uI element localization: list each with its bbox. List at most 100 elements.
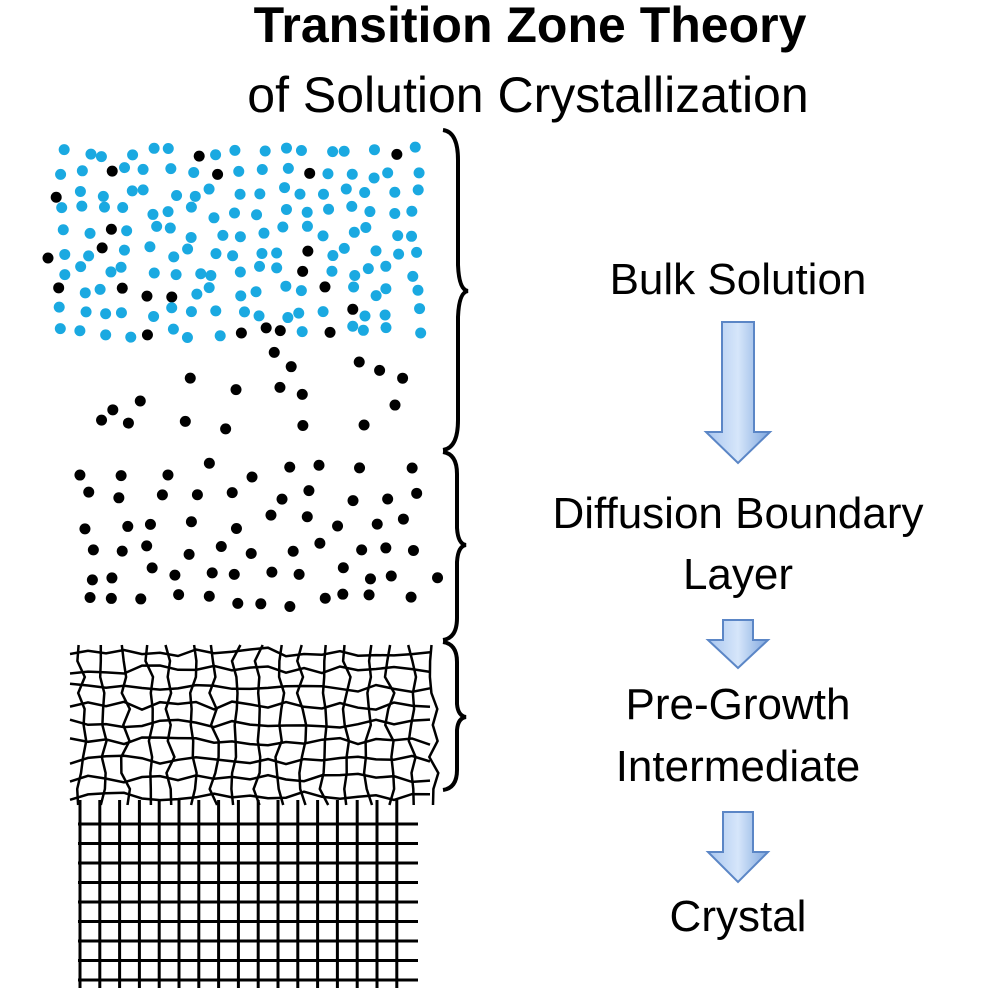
solvent-particle bbox=[326, 265, 338, 277]
solute-particle bbox=[276, 493, 288, 505]
solvent-particle bbox=[195, 268, 207, 280]
solute-particle bbox=[385, 570, 397, 582]
solvent-particle bbox=[148, 142, 160, 154]
subtitle: of Solution Crystallization bbox=[247, 67, 808, 123]
solute-particle bbox=[284, 601, 296, 613]
mesh-line bbox=[69, 736, 431, 747]
solvent-particle bbox=[95, 151, 107, 163]
mesh-line bbox=[69, 790, 431, 802]
solvent-particle bbox=[166, 302, 178, 314]
solvent-particle bbox=[167, 323, 179, 335]
solute-particle bbox=[319, 592, 331, 604]
solute-particle bbox=[274, 325, 286, 337]
mesh-line bbox=[69, 700, 431, 712]
solvent-particle bbox=[251, 209, 263, 221]
solute-particle bbox=[319, 281, 331, 293]
mesh-line bbox=[274, 644, 286, 806]
mesh-line bbox=[144, 644, 155, 806]
solvent-particle bbox=[280, 203, 292, 215]
solute-particle bbox=[156, 489, 168, 501]
solute-particle bbox=[407, 544, 419, 556]
solvent-particle bbox=[280, 280, 292, 292]
solvent-particle bbox=[97, 190, 109, 202]
solute-particle bbox=[371, 518, 383, 530]
arrows bbox=[703, 321, 773, 884]
solute-particle bbox=[141, 290, 153, 302]
solvent-particle bbox=[162, 143, 174, 155]
solvent-particle bbox=[294, 188, 306, 200]
solute-particle bbox=[303, 485, 315, 497]
solvent-particle bbox=[380, 260, 392, 272]
solute-particle bbox=[53, 282, 65, 294]
solute-particle bbox=[301, 511, 313, 523]
solvent-particle bbox=[185, 201, 197, 213]
solute-particle bbox=[347, 303, 359, 315]
solvent-particle bbox=[75, 261, 87, 273]
solvent-particle bbox=[412, 184, 424, 196]
solute-particle bbox=[173, 589, 185, 601]
solvent-particle bbox=[117, 201, 129, 213]
stage-label: Pre-Growth bbox=[626, 680, 851, 729]
solute-particle bbox=[347, 495, 359, 507]
mesh-line bbox=[230, 644, 242, 806]
solvent-particle bbox=[53, 301, 65, 313]
solvent-particle bbox=[347, 320, 359, 332]
solvent-particle bbox=[406, 205, 418, 217]
solute-particle bbox=[230, 523, 242, 535]
solvent-particle bbox=[151, 220, 163, 232]
solvent-particle bbox=[407, 270, 419, 282]
solvent-particle bbox=[393, 248, 405, 260]
braces bbox=[442, 128, 469, 792]
solvent-particle bbox=[380, 322, 392, 334]
solvent-particle bbox=[413, 167, 425, 179]
solute-particle bbox=[166, 291, 178, 303]
solvent-particle bbox=[214, 330, 226, 342]
solvent-particle bbox=[74, 325, 86, 337]
mesh-line bbox=[119, 644, 132, 806]
solute-particle bbox=[191, 489, 203, 501]
solute-particle bbox=[296, 388, 308, 400]
solute-particle bbox=[179, 415, 191, 427]
solvent-particle bbox=[250, 286, 262, 298]
solvent-particle bbox=[340, 183, 352, 195]
arrow bbox=[705, 811, 771, 884]
solvent-particle bbox=[406, 230, 418, 242]
solvent-particle bbox=[411, 246, 423, 258]
solvent-particle bbox=[357, 324, 369, 336]
solute-particle bbox=[96, 414, 108, 426]
solvent-particle bbox=[210, 305, 222, 317]
solvent-particle bbox=[279, 182, 291, 194]
solute-particle bbox=[144, 518, 156, 530]
solute-particle bbox=[411, 487, 423, 499]
solvent-particle bbox=[323, 203, 335, 215]
solute-particle bbox=[135, 593, 147, 605]
solvent-particle bbox=[55, 168, 67, 180]
solvent-particle bbox=[59, 248, 71, 260]
solvent-particle bbox=[100, 329, 112, 341]
mesh-line bbox=[164, 644, 176, 806]
solvent-particle bbox=[76, 200, 88, 212]
solvent-particle bbox=[84, 227, 96, 239]
solute-particle bbox=[116, 545, 128, 557]
solute-particle bbox=[116, 282, 128, 294]
solute-particle bbox=[332, 520, 344, 532]
solvent-particle bbox=[234, 266, 246, 278]
brace bbox=[442, 128, 469, 452]
solvent-particle bbox=[227, 250, 239, 262]
solute-particle bbox=[313, 459, 325, 471]
solute-particle bbox=[220, 423, 232, 435]
solute-particle bbox=[287, 545, 299, 557]
brace bbox=[442, 640, 467, 792]
arrow bbox=[703, 321, 773, 465]
solute-particle bbox=[86, 574, 98, 586]
solute-particle bbox=[304, 167, 316, 179]
solute-particle bbox=[285, 361, 297, 373]
solvent-particle bbox=[125, 331, 137, 343]
solvent-particle bbox=[191, 288, 203, 300]
solvent-particle bbox=[210, 248, 222, 260]
solute-particle bbox=[169, 569, 181, 581]
solvent-particle bbox=[182, 243, 194, 255]
solute-particle bbox=[284, 461, 296, 473]
solvent-particle bbox=[370, 245, 382, 257]
